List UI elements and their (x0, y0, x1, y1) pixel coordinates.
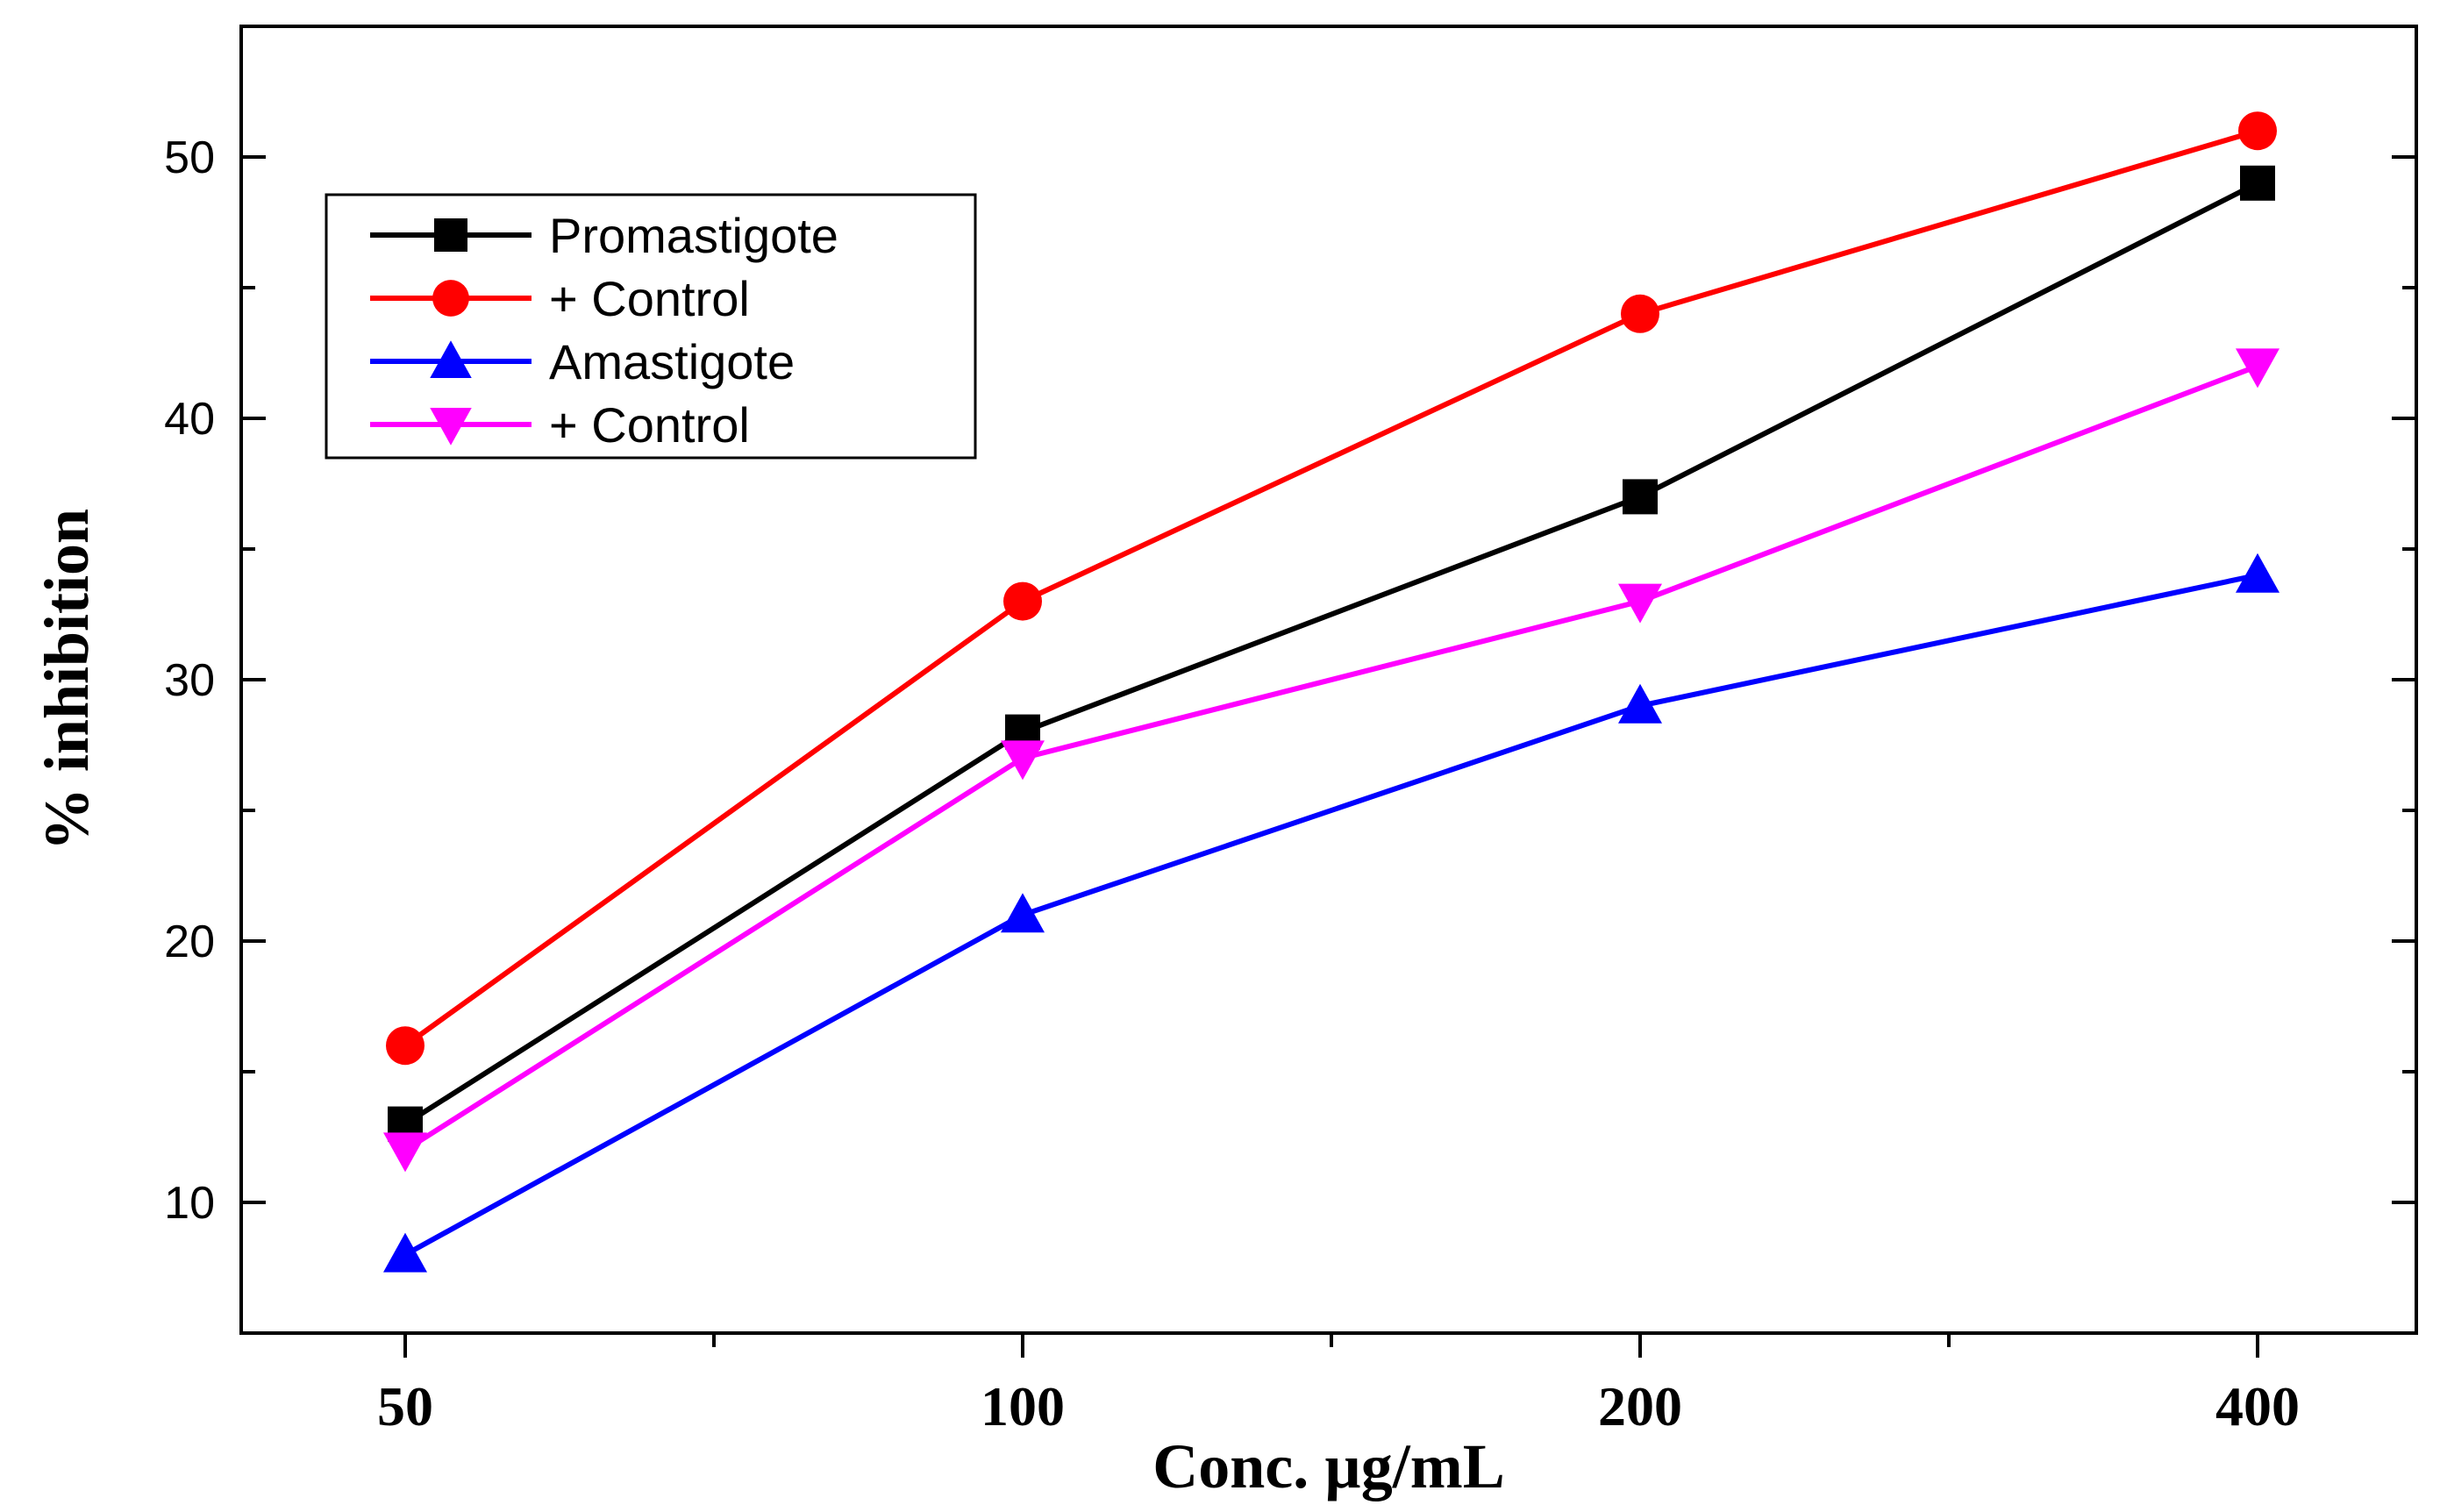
data-point-triangle-up (383, 1232, 427, 1273)
data-point-triangle-down (383, 1132, 427, 1173)
series-2 (386, 111, 2277, 1066)
x-axis-title: Conc. µg/mL (1152, 1431, 1504, 1501)
legend: Promastigote + Control Amastigote + Control (325, 193, 977, 460)
legend-entry: Promastigote (370, 208, 838, 263)
series-4 (383, 348, 2279, 1173)
data-point-triangle-down (430, 408, 472, 446)
data-point-square (434, 218, 467, 252)
legend-label: + Control (549, 271, 750, 326)
data-point-triangle-down (1001, 740, 1045, 781)
data-point-triangle-down (2236, 348, 2279, 389)
y-tick-label: 50 (164, 132, 215, 183)
data-point-triangle-up (1001, 893, 1045, 933)
x-tick-label: 50 (377, 1375, 433, 1437)
series-line (403, 572, 2258, 1258)
series-3 (383, 553, 2279, 1273)
legend-entry: + Control (370, 271, 750, 326)
legend-entry: + Control (370, 397, 750, 453)
y-tick-label: 10 (164, 1178, 215, 1229)
legend-label: Promastigote (549, 208, 838, 263)
x-axis: 50 100 200 400 (377, 1333, 2300, 1437)
data-point-square (2240, 165, 2275, 201)
data-point-circle (386, 1026, 425, 1066)
data-point-circle (1621, 294, 1659, 333)
legend-label: Amastigote (549, 334, 795, 389)
y-tick-label: 30 (164, 655, 215, 706)
series-line (403, 128, 2258, 1048)
series-line (403, 181, 2259, 1127)
x-tick-label: 100 (981, 1375, 1065, 1437)
y-tick-label: 40 (164, 394, 215, 445)
data-point-triangle-up (2236, 553, 2279, 593)
data-point-triangle-up (1618, 683, 1662, 724)
y-axis: 10 20 30 40 50 (164, 132, 2416, 1229)
series-layer (383, 111, 2279, 1273)
data-point-square (1623, 479, 1658, 515)
data-point-triangle-down (1618, 583, 1662, 624)
series-1 (388, 165, 2275, 1142)
legend-entry: Amastigote (370, 334, 795, 389)
data-point-circle (2238, 111, 2277, 151)
x-tick-label: 200 (1598, 1375, 1682, 1437)
y-axis-title: % inhibition (32, 509, 102, 851)
y-tick-label: 20 (164, 916, 215, 967)
legend-label: + Control (549, 397, 750, 453)
x-tick-label: 400 (2215, 1375, 2300, 1437)
data-point-triangle-up (430, 340, 472, 378)
series-line (403, 363, 2259, 1152)
data-point-circle (432, 280, 469, 317)
data-point-circle (1003, 581, 1042, 621)
